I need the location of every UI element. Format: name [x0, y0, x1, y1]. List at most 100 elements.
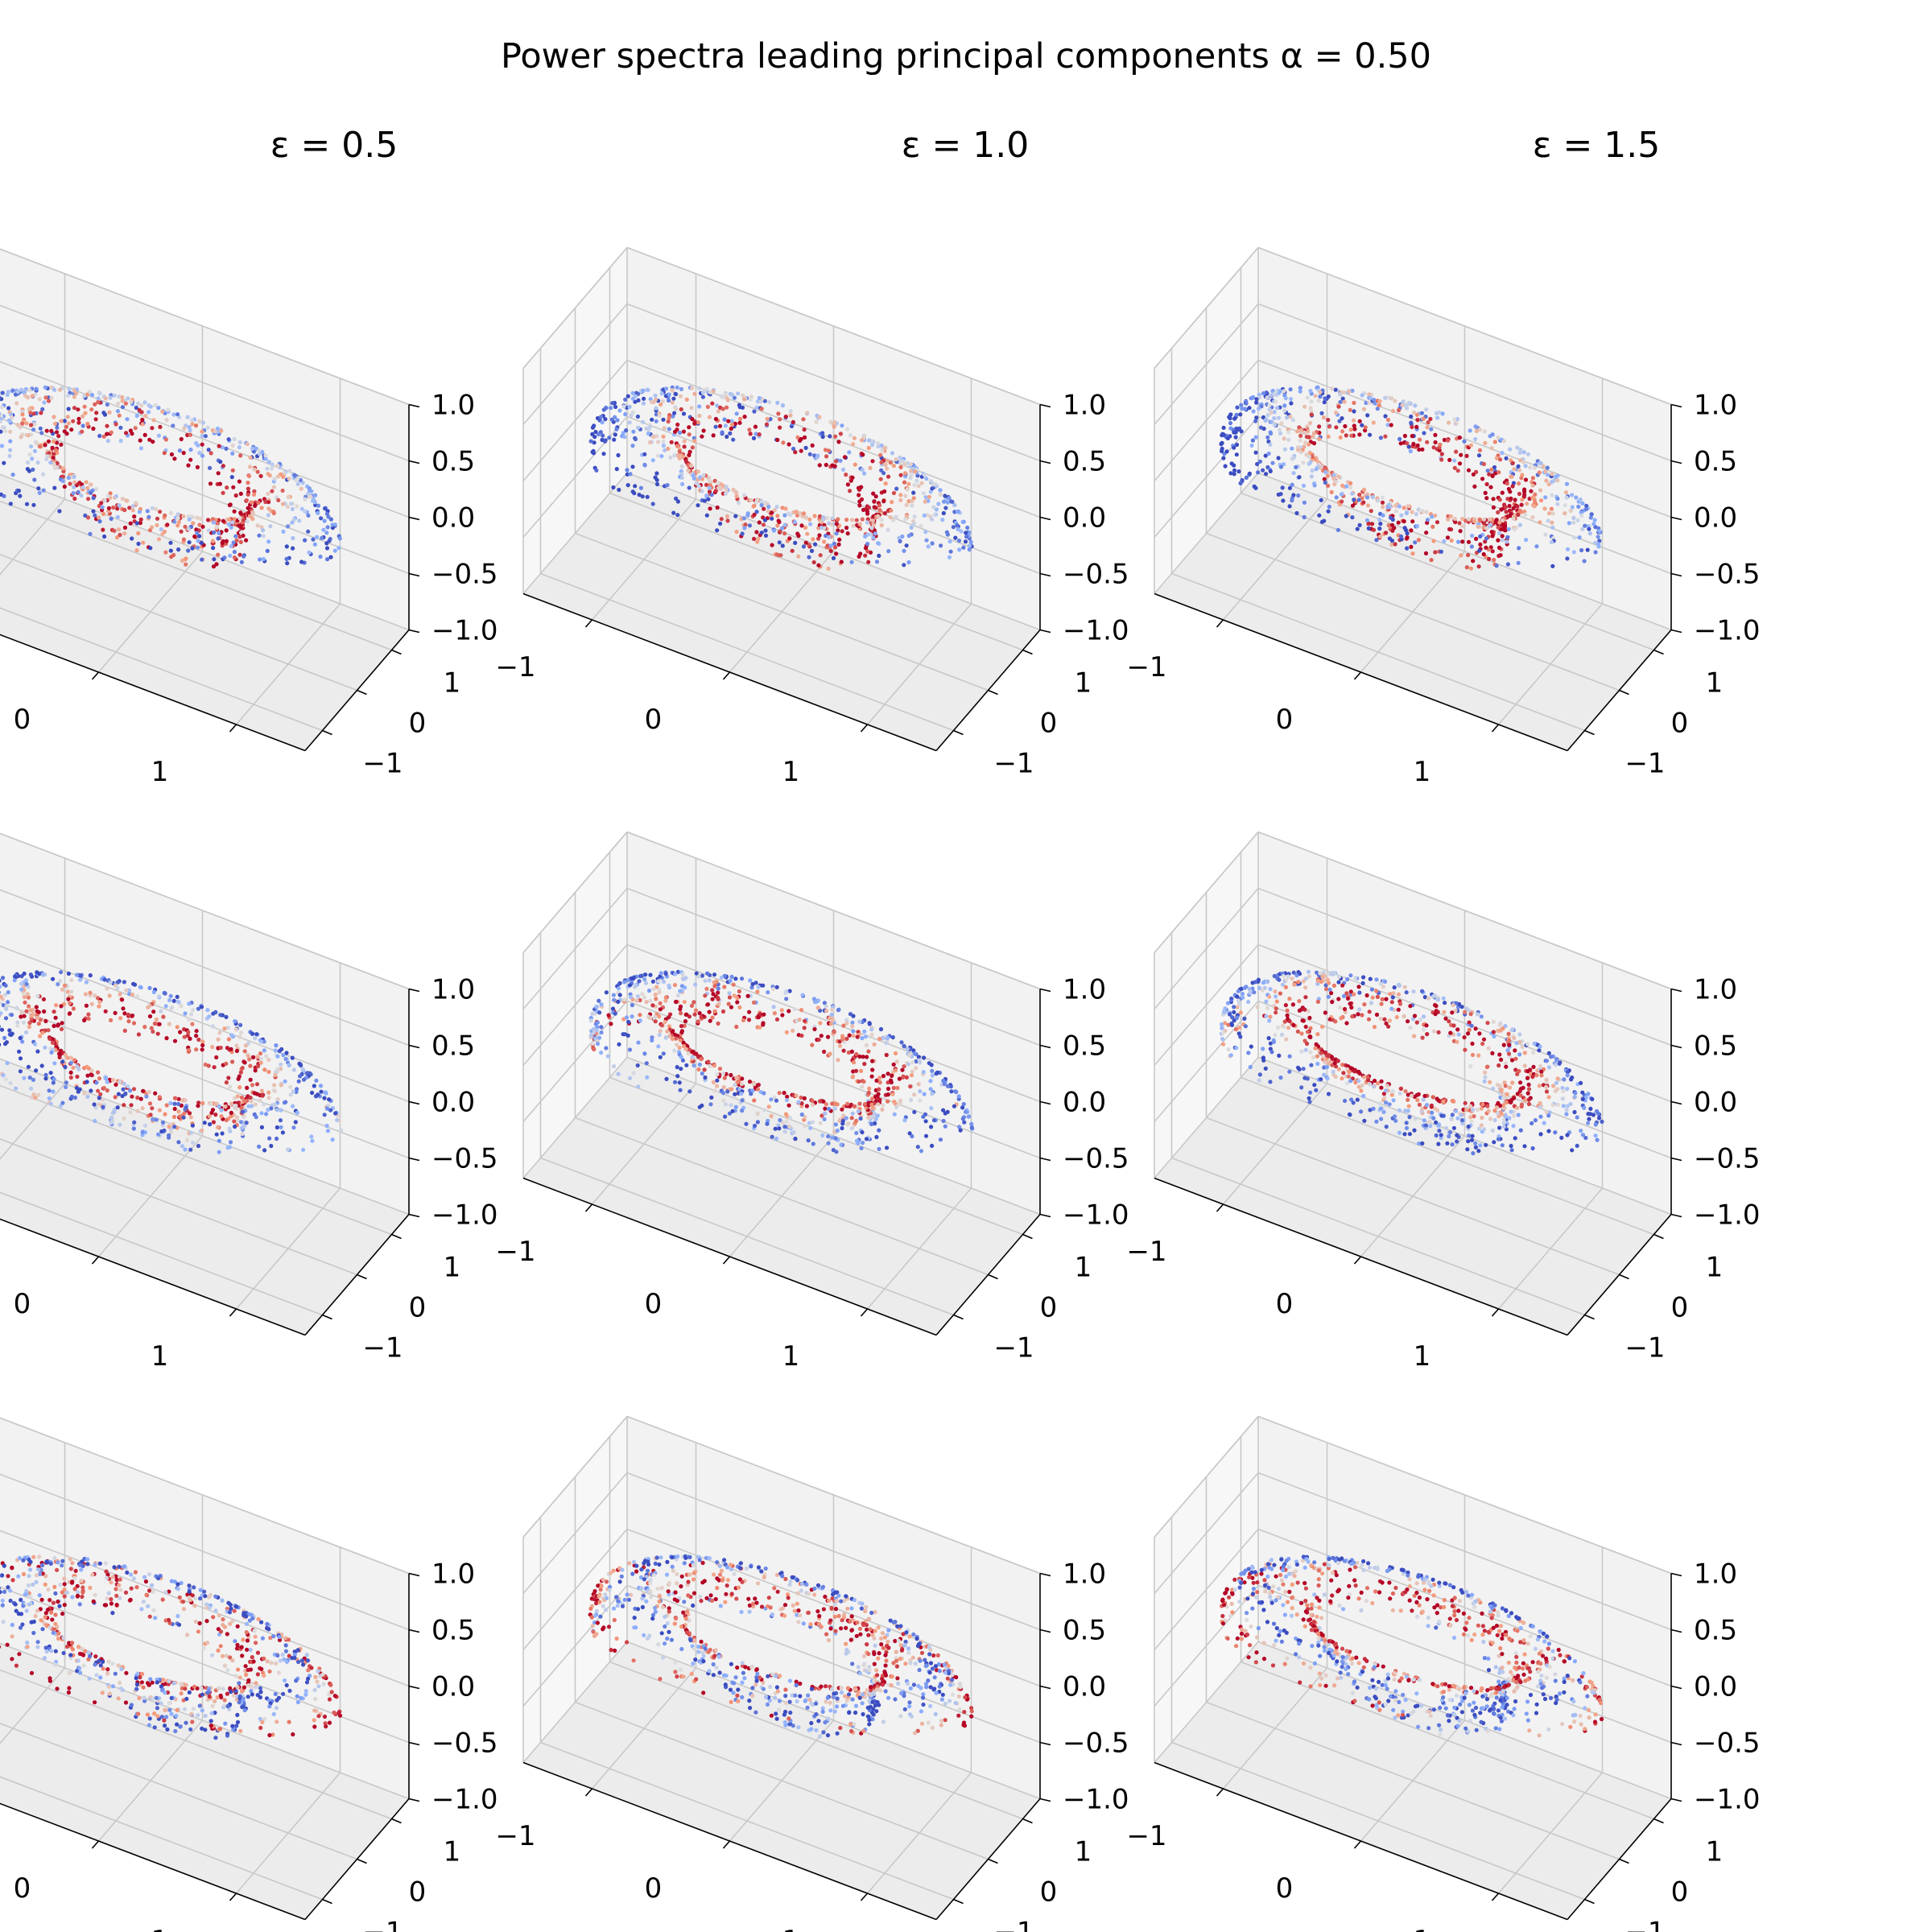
scatter-point	[266, 513, 270, 518]
scatter-point	[1549, 506, 1554, 511]
scatter-point	[101, 511, 106, 517]
scatter-point	[1489, 467, 1494, 472]
scatter-point	[248, 455, 253, 460]
scatter-point	[700, 394, 706, 399]
scatter-point	[626, 1019, 631, 1025]
scatter-point	[62, 429, 67, 434]
scatter-point	[84, 480, 89, 485]
grid-z-back	[626, 303, 1041, 462]
scatter-point	[134, 548, 139, 553]
z-tick-label: −1.0	[1063, 615, 1129, 647]
scatter-point	[124, 988, 129, 993]
scatter-point	[667, 427, 671, 431]
scatter-point	[645, 494, 650, 499]
scatter-point	[113, 1010, 118, 1015]
scatter-point	[609, 1022, 613, 1026]
scatter-point	[320, 535, 324, 541]
scatter-point	[1521, 460, 1526, 464]
scatter-point	[1232, 416, 1237, 421]
scatter-point	[51, 1089, 56, 1094]
scatter-point	[866, 559, 871, 564]
scatter-point	[187, 424, 192, 430]
scatter-point	[696, 974, 701, 979]
scatter-point	[37, 490, 42, 495]
scatter-point	[671, 414, 675, 419]
scatter-point	[1493, 471, 1498, 476]
scatter-point	[824, 533, 828, 539]
scatter-point	[278, 1118, 283, 1123]
scatter-point	[1517, 491, 1522, 497]
scatter-point	[1543, 532, 1548, 537]
scatter-point	[322, 1113, 327, 1117]
scatter-point	[1317, 513, 1322, 518]
scatter-point	[738, 416, 743, 421]
scatter-point	[805, 411, 810, 415]
scatter-point	[52, 387, 57, 392]
scatter-point	[653, 393, 658, 398]
scatter-point	[912, 1051, 917, 1056]
scatter-point	[826, 1134, 831, 1139]
scatter-point	[262, 1148, 267, 1153]
scatter-point	[640, 494, 645, 499]
grid-y-floor	[1171, 572, 1585, 732]
scatter-point	[19, 387, 24, 392]
scatter-point	[1234, 442, 1240, 448]
scatter-point	[850, 1024, 855, 1029]
scatter-point	[231, 540, 236, 545]
scatter-point	[782, 1129, 787, 1134]
grid-z-left	[522, 303, 628, 426]
scatter-point	[757, 432, 762, 437]
scatter-point	[857, 522, 862, 526]
scatter-point	[911, 490, 916, 495]
scatter-point	[237, 440, 242, 445]
scatter-point	[868, 465, 873, 471]
scatter-point	[134, 414, 139, 419]
scatter-point	[40, 1030, 45, 1035]
scatter-point	[312, 542, 317, 547]
scatter-point	[102, 534, 107, 539]
scatter-point	[1424, 407, 1429, 412]
scatter-point	[1517, 522, 1522, 527]
scatter-point	[734, 1024, 739, 1030]
scatter-point	[1232, 468, 1237, 473]
scatter-point	[1380, 500, 1385, 505]
scatter-point	[1316, 398, 1321, 403]
scatter-point	[197, 534, 202, 539]
scatter-point	[778, 425, 782, 430]
scatter-point	[1402, 433, 1407, 439]
scatter-point	[923, 1133, 929, 1138]
scatter-point	[1589, 512, 1594, 517]
scatter-point	[246, 1104, 251, 1108]
scatter-point	[1309, 412, 1314, 417]
scatter-point	[197, 451, 202, 456]
scatter-point	[287, 469, 292, 473]
scatter-point	[1389, 539, 1394, 543]
scatter-point	[1370, 522, 1375, 526]
scatter-point	[680, 972, 685, 976]
scatter-point	[800, 993, 805, 997]
scatter-point	[921, 1114, 926, 1119]
scatter-point	[1592, 518, 1597, 522]
scatter-point	[876, 444, 881, 449]
scatter-point	[902, 548, 906, 554]
scatter-point	[609, 406, 613, 411]
scatter-point	[261, 534, 266, 539]
scatter-point	[1249, 396, 1254, 401]
scatter-point	[1282, 447, 1287, 452]
scatter-point	[762, 506, 766, 511]
scatter-point	[279, 1083, 283, 1088]
scatter-point	[707, 978, 712, 983]
scatter-point	[246, 486, 250, 491]
scatter-point	[630, 396, 635, 401]
scatter-point	[1466, 552, 1471, 558]
scatter-point	[869, 1032, 874, 1037]
scatter-point	[802, 427, 807, 432]
scatter-point	[171, 552, 176, 558]
scatter-point	[1272, 416, 1277, 421]
scatter-point	[266, 1090, 271, 1095]
scatter-point	[878, 452, 883, 457]
scatter-point	[871, 522, 876, 527]
scatter-point	[820, 431, 825, 436]
x-tick	[1491, 724, 1500, 733]
scatter-point	[315, 535, 320, 539]
